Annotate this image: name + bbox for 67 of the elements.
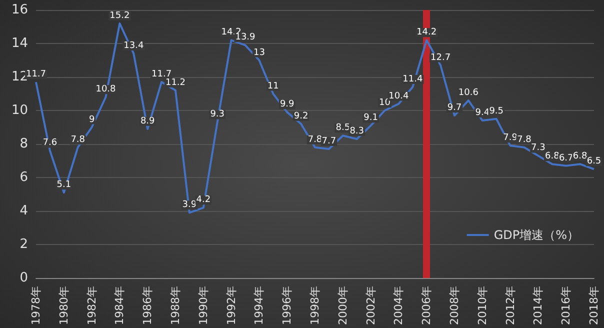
data-label: 13.4 xyxy=(124,41,144,52)
data-label: 7.6 xyxy=(42,138,58,148)
data-label: 6.8 xyxy=(572,152,588,162)
data-label: 10.4 xyxy=(388,91,409,102)
data-label: 9.9 xyxy=(280,100,295,110)
x-tick-label: 1996年 xyxy=(280,286,294,325)
x-tick-label: 1984年 xyxy=(113,286,126,325)
data-label: 11.4 xyxy=(402,74,423,85)
x-tick-label: 1990年 xyxy=(196,286,210,325)
data-label: 9.5 xyxy=(489,106,504,116)
x-tick-label: 2010年 xyxy=(476,286,489,325)
data-label: 15.2 xyxy=(110,10,130,21)
y-tick-label: 14 xyxy=(11,36,28,51)
y-tick-label: 6 xyxy=(20,170,28,185)
x-tick-label: 2012年 xyxy=(504,286,517,325)
data-label: 12.7 xyxy=(430,52,451,63)
y-tick-label: 10 xyxy=(11,103,28,118)
data-label: 7.8 xyxy=(308,134,322,145)
data-label: 11.7 xyxy=(152,70,172,80)
data-label: 7.8 xyxy=(517,134,532,145)
data-label: 10.8 xyxy=(96,84,116,95)
x-tick-label: 2018年 xyxy=(588,286,600,325)
data-label: 8.5 xyxy=(336,123,350,134)
data-label: 14.2 xyxy=(416,28,437,38)
data-label: 8.3 xyxy=(350,126,364,136)
x-tick-label: 2000年 xyxy=(336,286,350,325)
data-label: 9.2 xyxy=(294,111,308,122)
x-tick-label: 1992年 xyxy=(224,286,238,325)
x-tick-label: 2008年 xyxy=(448,286,461,325)
data-label: 7.7 xyxy=(322,136,336,147)
x-tick-label: 2004年 xyxy=(392,286,406,325)
x-tick-label: 2002年 xyxy=(364,286,378,325)
legend-label: GDP增速（%） xyxy=(494,228,580,242)
data-label: 7.3 xyxy=(531,143,546,154)
y-tick-label: 8 xyxy=(20,136,28,152)
data-label: 11 xyxy=(267,81,279,92)
x-tick-label: 1980年 xyxy=(57,286,70,325)
data-label: 9.4 xyxy=(475,108,490,118)
x-tick-label: 1986年 xyxy=(141,286,154,325)
data-label: 13.9 xyxy=(235,32,256,43)
x-tick-label: 1988年 xyxy=(169,286,182,325)
data-label: 4.2 xyxy=(196,195,211,206)
data-label: 5.1 xyxy=(56,180,72,190)
data-label: 6.7 xyxy=(558,153,574,164)
data-label: 9.3 xyxy=(210,110,225,120)
y-tick-label: 4 xyxy=(20,204,28,218)
data-label: 9.7 xyxy=(447,103,462,114)
data-label: 11.7 xyxy=(26,70,46,80)
data-label: 9.1 xyxy=(364,113,378,124)
x-tick-label: 1982年 xyxy=(85,286,98,325)
y-tick-label: 2 xyxy=(20,237,28,252)
data-label: 6.5 xyxy=(586,156,602,167)
x-tick-label: 2016年 xyxy=(560,286,573,325)
x-tick-label: 1994年 xyxy=(252,286,266,325)
x-tick-label: 2014年 xyxy=(532,286,545,325)
data-label: 10.6 xyxy=(458,88,479,98)
data-label: 7.9 xyxy=(503,133,518,144)
x-tick-label: 2006年 xyxy=(420,286,434,325)
data-label: 13 xyxy=(253,48,265,58)
data-label: 8.9 xyxy=(140,116,156,126)
data-label: 7.8 xyxy=(70,134,86,145)
data-label: 11.2 xyxy=(165,78,186,88)
x-tick-label: 1978年 xyxy=(30,286,42,325)
y-tick-label: 0 xyxy=(20,270,28,286)
data-label: 9 xyxy=(88,114,95,125)
x-tick-label: 1998年 xyxy=(308,286,322,325)
y-tick-label: 16 xyxy=(11,2,28,18)
